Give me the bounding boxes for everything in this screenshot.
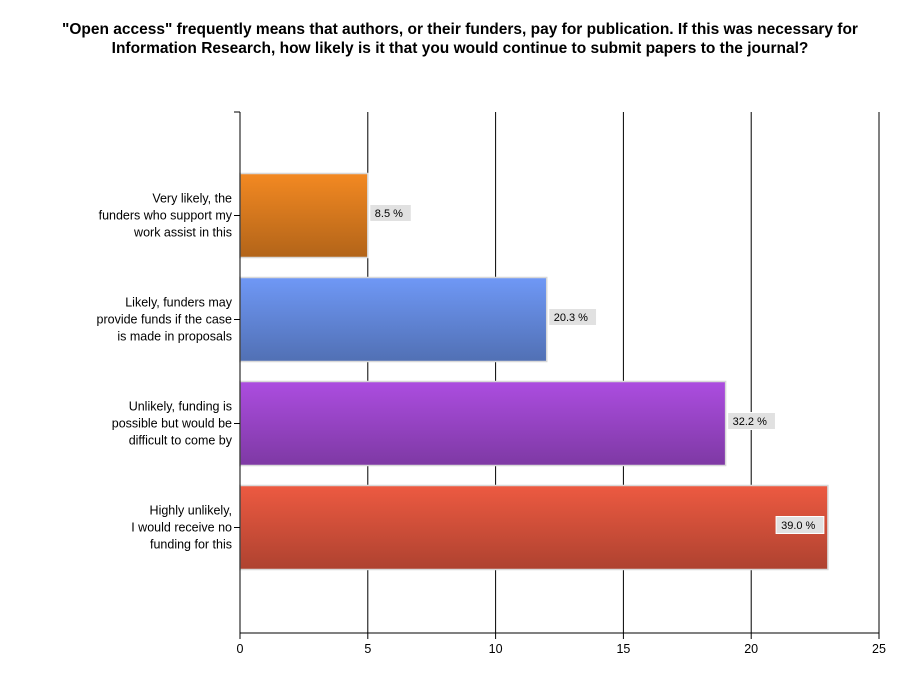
data-label-bg bbox=[775, 516, 825, 534]
x-tick-label: 5 bbox=[364, 642, 371, 656]
data-label: 20.3 % bbox=[554, 312, 588, 324]
axes bbox=[234, 111, 880, 639]
bar bbox=[239, 380, 727, 467]
data-labels: 8.5 % 20.3 % 32.2 % 39.0 % bbox=[369, 204, 825, 534]
x-tick-label: 0 bbox=[237, 642, 244, 656]
category-labels: Very likely, the funders who support my wo… bbox=[97, 192, 233, 552]
bar bbox=[239, 276, 548, 363]
category-label: Likely, funders may provide funds if the … bbox=[97, 296, 233, 344]
data-label-bg bbox=[548, 308, 598, 326]
x-tick-label: 25 bbox=[872, 642, 886, 656]
chart-title: "Open access" frequently means that auth… bbox=[62, 21, 858, 57]
data-label-bg bbox=[727, 412, 776, 430]
category-label: Highly unlikely, I would receive no fundin… bbox=[131, 504, 232, 552]
tick-labels: 0 5 10 15 20 25 bbox=[237, 642, 886, 656]
category-label: Very likely, the funders who support my wo… bbox=[99, 192, 233, 240]
data-label: 32.2 % bbox=[733, 416, 767, 428]
category-label: Unlikely, funding is possible but would b… bbox=[112, 400, 233, 448]
data-label: 39.0 % bbox=[781, 520, 815, 532]
bar bbox=[239, 172, 369, 259]
data-label: 8.5 % bbox=[375, 208, 403, 220]
x-tick-label: 15 bbox=[616, 642, 630, 656]
bars bbox=[239, 172, 829, 571]
bar bbox=[239, 484, 829, 571]
data-label-bg bbox=[369, 204, 412, 222]
x-tick-label: 10 bbox=[489, 642, 503, 656]
x-tick-label: 20 bbox=[744, 642, 758, 656]
